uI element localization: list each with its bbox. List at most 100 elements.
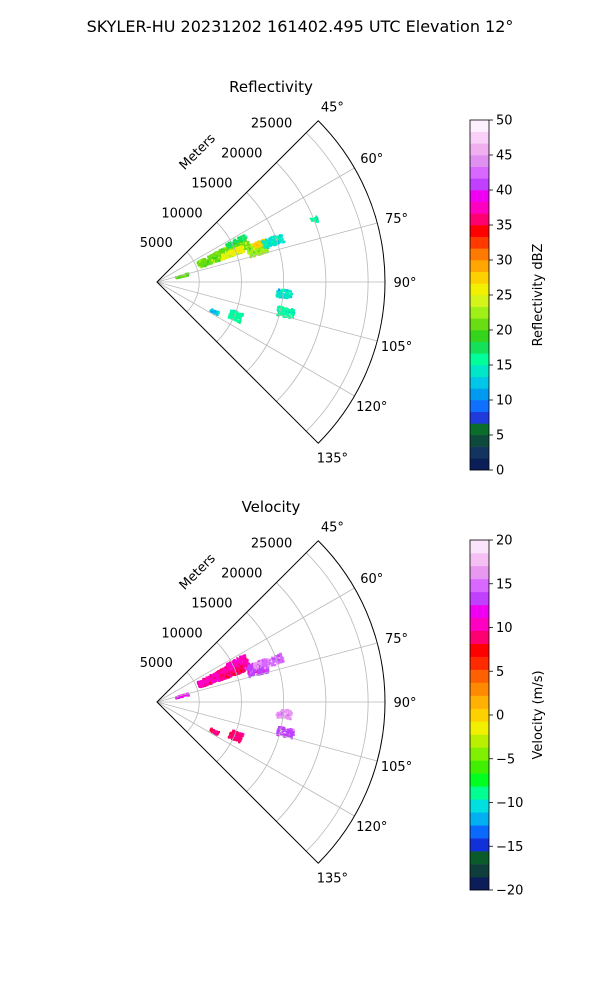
echo-gate <box>228 255 231 258</box>
colorbar-swatch <box>470 540 489 554</box>
echo-gate <box>206 263 209 266</box>
echo-gate <box>240 243 243 246</box>
echo-gate <box>288 314 291 317</box>
echo-gate <box>220 676 223 679</box>
range-tick-label: 15000 <box>191 176 232 191</box>
echo-gate <box>284 715 287 718</box>
echo-gate <box>215 311 218 314</box>
echo-gate <box>288 290 291 293</box>
colorbar-tick-label: 15 <box>496 577 513 592</box>
echo-gate <box>279 293 282 296</box>
echo-gate <box>243 234 246 237</box>
echo-gate <box>264 245 267 248</box>
colorbar-tick-label: 5 <box>496 665 504 680</box>
echo-gate <box>215 733 218 736</box>
colorbar-tick-label: 50 <box>496 114 513 129</box>
echo-gate <box>213 732 216 735</box>
echo-gate <box>261 671 264 674</box>
echo-gate <box>290 713 293 717</box>
echo-gate <box>232 738 235 741</box>
echo-gate <box>203 258 206 261</box>
echo-gate <box>236 657 239 660</box>
echo-gate <box>267 658 270 661</box>
echo-gate <box>281 716 284 719</box>
colorbar-swatch <box>470 225 489 237</box>
echo-gate <box>199 259 202 262</box>
echo-gate <box>220 248 223 251</box>
echo-gate <box>282 726 285 729</box>
echo-gate <box>239 663 242 666</box>
echo-gate <box>241 314 244 317</box>
echo-gate <box>280 713 283 716</box>
echo-gate <box>210 677 213 680</box>
echo-gate <box>244 235 247 238</box>
echo-gate <box>277 659 280 662</box>
echo-gate <box>267 244 270 247</box>
echo-gate <box>225 675 228 678</box>
angle-tick-label: 60° <box>360 572 383 587</box>
echo-gate <box>218 672 221 675</box>
echo-gate <box>225 666 228 669</box>
colorbar-swatch <box>470 591 489 606</box>
colorbar-swatch <box>470 178 489 191</box>
echo-gate <box>285 290 288 293</box>
echo-gate <box>287 296 290 299</box>
echo-gate <box>253 665 256 668</box>
echo-gate <box>238 250 241 254</box>
echo-gate <box>215 259 218 263</box>
echo-gate <box>278 729 281 732</box>
echo-gate <box>215 675 218 679</box>
echo-gate <box>268 659 271 662</box>
colorbar-tick-label: −20 <box>496 884 523 899</box>
range-tick-label: 15000 <box>191 596 232 611</box>
echo-gate <box>250 251 253 254</box>
echo-gate <box>226 244 229 247</box>
echo-gate <box>289 710 292 713</box>
echo-gate <box>288 713 291 716</box>
colorbar-swatch <box>470 695 489 709</box>
panel-title: Velocity <box>242 498 301 516</box>
colorbar-swatch <box>470 120 489 132</box>
panel-title: Reflectivity <box>229 78 313 96</box>
echo-gate <box>260 248 263 251</box>
echo-gate <box>257 253 260 256</box>
colorbar-tick-label: −5 <box>496 752 515 767</box>
echo-gate <box>243 664 246 667</box>
range-tick-label: 10000 <box>161 626 202 641</box>
echo-gate <box>209 254 212 257</box>
colorbar-tick-label: 10 <box>496 394 513 409</box>
echo-gate <box>219 669 222 672</box>
colorbar-swatch <box>470 271 489 284</box>
echo-gate <box>230 254 233 257</box>
echo-gate <box>184 693 187 696</box>
echo-gate <box>260 250 263 253</box>
echo-gate <box>240 669 243 672</box>
echo-gate <box>200 680 203 683</box>
echo-gate <box>275 236 278 239</box>
echo-gate <box>243 240 246 243</box>
colorbar-tick-label: 25 <box>496 289 513 304</box>
echo-gate <box>212 312 215 315</box>
echo-gate <box>281 238 284 241</box>
echo-gate <box>213 730 217 734</box>
echo-gate <box>242 670 245 673</box>
radial-axis-label: Meters <box>177 551 219 593</box>
grid <box>156 552 385 852</box>
echo-gate <box>249 246 252 249</box>
echo-gate <box>237 238 240 241</box>
echo-gate <box>281 289 284 293</box>
echo-gate <box>290 734 293 737</box>
echo-gate <box>240 665 243 668</box>
echo-gate <box>230 309 234 312</box>
range-tick-label: 20000 <box>221 147 262 162</box>
echo-gate <box>291 729 294 732</box>
echo-gate <box>200 684 203 687</box>
echo-layer <box>175 652 295 744</box>
echo-gate <box>276 716 280 719</box>
echo-gate <box>287 731 290 735</box>
echo-gate <box>261 669 264 672</box>
echo-gate <box>264 661 267 664</box>
echo-gate <box>276 733 279 736</box>
colorbar-swatch <box>470 260 489 272</box>
echo-gate <box>216 678 219 681</box>
